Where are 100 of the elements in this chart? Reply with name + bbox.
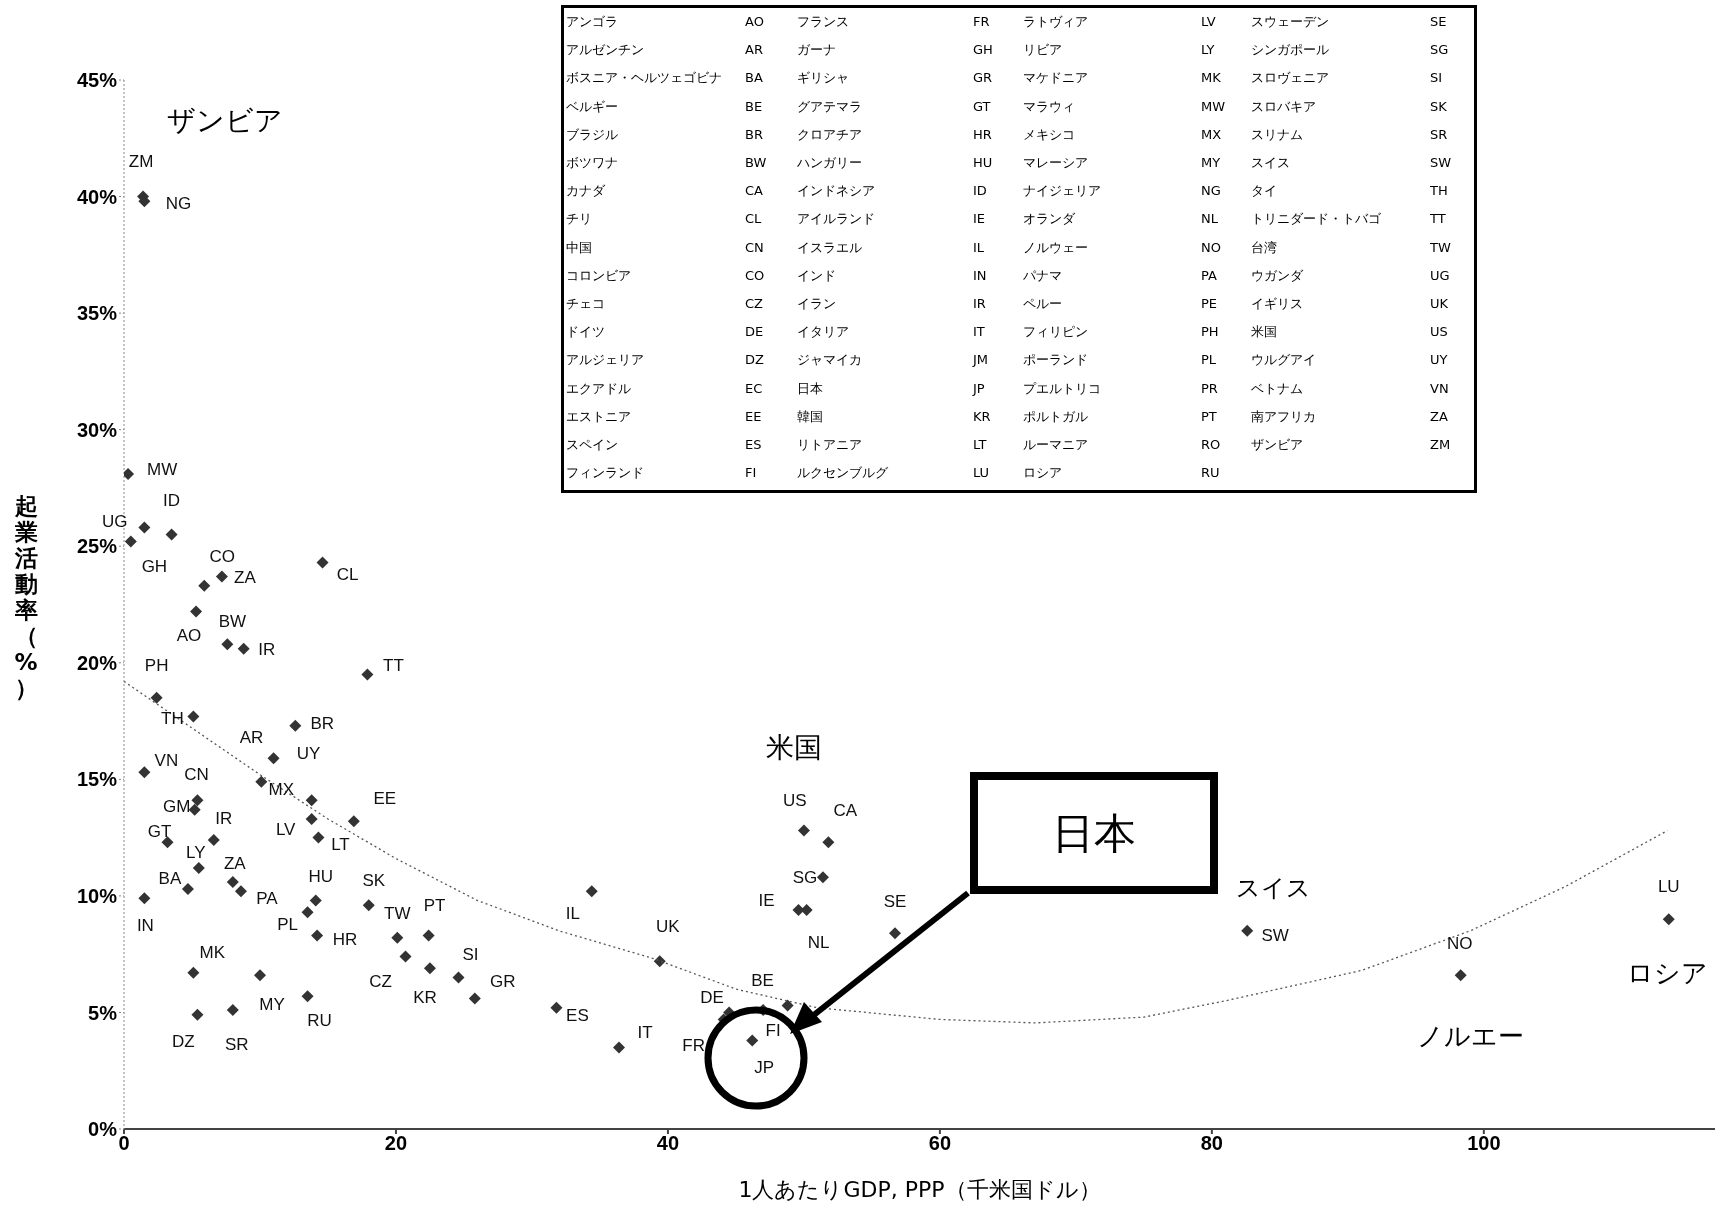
- data-label: SI: [462, 944, 479, 964]
- data-label: IR: [215, 809, 233, 829]
- annotation: HU: [973, 154, 993, 172]
- x-axis-title: 1人あたりGDP, PPP（千米国ドル）: [738, 1177, 1101, 1202]
- y-tick-label: 5%: [88, 1001, 118, 1024]
- annotation: ポーランド: [1023, 351, 1088, 370]
- annotation: GR: [973, 69, 993, 88]
- annotation: 米国: [1251, 323, 1277, 342]
- annotation: ボツワナ: [566, 154, 618, 172]
- annotation: 米国: [765, 731, 822, 765]
- data-label: TT: [383, 655, 404, 675]
- data-label: ZA: [223, 854, 247, 874]
- annotation: ザンビア: [1251, 436, 1303, 454]
- x-tick-label: 0: [118, 1132, 130, 1155]
- annotation: IL: [973, 238, 985, 257]
- annotation: RO: [1201, 436, 1221, 454]
- text: アンゴラ: [566, 13, 618, 31]
- annotation: GT: [973, 97, 991, 116]
- annotation: MW: [1201, 97, 1226, 116]
- annotation: マラウィ: [1023, 97, 1075, 116]
- y-tick-label: 40%: [76, 185, 118, 208]
- y-tick-label: 45%: [76, 69, 118, 92]
- annotation: RU: [1201, 464, 1220, 483]
- data-label: LY: [186, 843, 206, 863]
- annotation: KR: [973, 407, 991, 426]
- annotation: LT: [973, 436, 987, 454]
- annotation: PE: [1201, 295, 1218, 313]
- data-label: MX: [268, 780, 295, 800]
- annotation: ポルトガル: [1023, 407, 1088, 426]
- annotation: JM: [973, 351, 989, 370]
- annotation: SW: [1430, 154, 1452, 172]
- annotation: ロシア: [1627, 958, 1709, 989]
- annotation: エクアドル: [566, 379, 631, 398]
- data-label: SG: [792, 867, 818, 887]
- annotation: スペイン: [566, 436, 618, 454]
- annotation: EC: [745, 379, 763, 398]
- annotation: チェコ: [566, 295, 605, 313]
- data-label: NO: [1446, 933, 1473, 953]
- annotation: UG: [1430, 266, 1450, 285]
- annotation: メキシコ: [1023, 125, 1075, 144]
- data-label: LT: [331, 835, 350, 855]
- text: SE: [1430, 13, 1447, 31]
- annotation: LU: [973, 464, 990, 483]
- annotation: JP: [973, 379, 985, 398]
- data-label: PH: [144, 656, 169, 676]
- data-label: LU: [1657, 876, 1680, 896]
- x-tick-label: 100: [1467, 1132, 1501, 1155]
- data-label: GT: [147, 821, 172, 841]
- annotation: ペルー: [1023, 295, 1062, 313]
- data-label: SK: [362, 870, 386, 890]
- data-label: CN: [184, 764, 209, 784]
- data-label: UG: [102, 512, 128, 532]
- annotation: プエルトリコ: [1023, 379, 1101, 398]
- data-label: EE: [373, 788, 397, 808]
- annotation: ドイツ: [566, 323, 605, 342]
- annotation: チリ: [566, 210, 592, 229]
- text: SG: [1430, 41, 1449, 60]
- y-tick-label: 20%: [76, 651, 118, 674]
- annotation: DZ: [745, 351, 764, 370]
- annotation: PA: [1201, 266, 1217, 285]
- annotation: 韓国: [797, 407, 823, 426]
- annotation: IE: [973, 210, 986, 229]
- data-label: FI: [765, 1020, 781, 1040]
- data-label: IE: [758, 891, 775, 911]
- data-label: AR: [239, 727, 264, 747]
- data-label: ZM: [128, 152, 154, 172]
- annotation: PR: [1201, 379, 1218, 398]
- annotation: ナイジェリア: [1023, 182, 1101, 201]
- annotation: ロシア: [1023, 464, 1062, 483]
- text: フランス: [797, 13, 849, 31]
- data-label: NG: [165, 193, 192, 213]
- annotation: CL: [745, 210, 762, 229]
- annotation: ZA: [1430, 407, 1448, 426]
- annotation: イギリス: [1251, 295, 1303, 313]
- data-label: PA: [256, 888, 279, 908]
- annotation: NO: [1201, 238, 1221, 257]
- annotation: ルクセンブルグ: [797, 464, 888, 483]
- x-tick-label: 80: [1200, 1132, 1223, 1155]
- data-label: KR: [413, 987, 437, 1007]
- data-label: TW: [384, 904, 411, 924]
- annotation: ボスニア・ヘルツェゴビナ: [566, 69, 722, 88]
- annotation: スリナム: [1251, 125, 1303, 144]
- annotation: DE: [745, 323, 764, 342]
- data-label: MY: [259, 994, 285, 1014]
- annotation: グアテマラ: [797, 97, 862, 116]
- data-label: LV: [275, 820, 297, 840]
- y-tick-label: 15%: [76, 768, 118, 791]
- annotation: 中国: [566, 238, 592, 257]
- data-label: NL: [807, 933, 830, 953]
- annotation: カナダ: [566, 182, 605, 201]
- data-label: JP: [754, 1057, 775, 1077]
- annotation: MK: [1201, 69, 1221, 88]
- annotation: スイス: [1251, 154, 1290, 172]
- annotation: FI: [745, 464, 757, 483]
- annotation: トリニダード・トバゴ: [1251, 210, 1381, 229]
- data-label: SW: [1261, 926, 1289, 946]
- data-label: ES: [566, 1006, 589, 1026]
- annotation: オランダ: [1023, 210, 1075, 229]
- annotation: TW: [1430, 238, 1451, 257]
- data-label: UK: [655, 916, 681, 936]
